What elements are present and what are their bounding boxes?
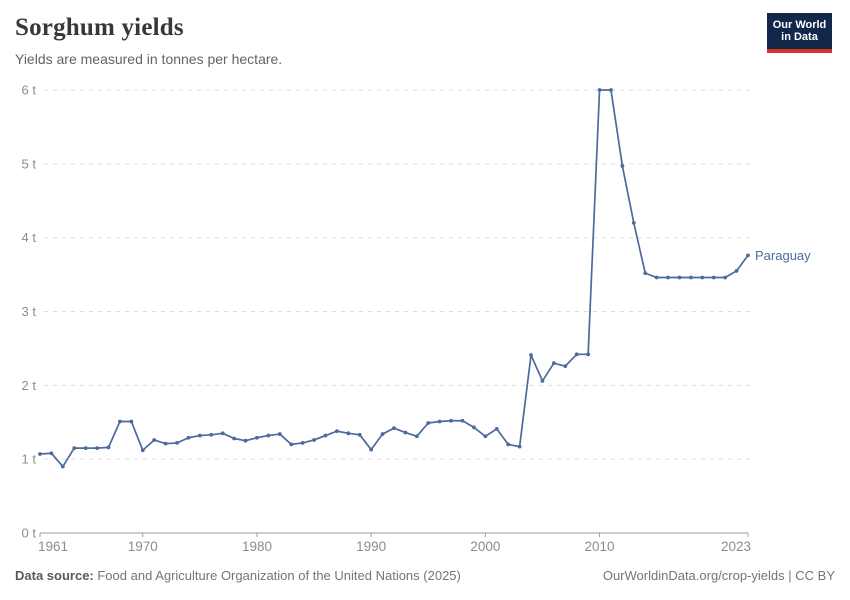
data-point xyxy=(666,275,670,280)
owid-logo-line1: Our World xyxy=(772,18,827,31)
data-point xyxy=(711,275,716,280)
data-point xyxy=(220,431,225,436)
entity-label[interactable]: Paraguay xyxy=(755,248,811,263)
page-title: Sorghum yields xyxy=(15,14,184,41)
data-point xyxy=(586,352,591,357)
data-point xyxy=(654,275,659,280)
data-point xyxy=(163,441,168,446)
data-point xyxy=(357,432,362,437)
x-axis-tick-label: 1990 xyxy=(356,539,386,554)
data-point xyxy=(506,442,511,447)
data-point xyxy=(449,418,453,423)
data-source-label: Data source: xyxy=(15,568,94,583)
x-axis-tick-label: 1970 xyxy=(128,539,158,554)
data-point xyxy=(494,426,499,431)
data-point xyxy=(346,431,351,436)
x-axis-tick-label: 2010 xyxy=(585,539,615,554)
data-point xyxy=(255,435,259,440)
data-point xyxy=(243,438,248,443)
data-point xyxy=(300,441,305,445)
x-axis-tick-label: 2023 xyxy=(721,539,751,554)
y-axis-tick-label: 6 t xyxy=(22,83,37,98)
y-axis-tick-label: 1 t xyxy=(22,452,37,467)
y-axis-tick-label: 3 t xyxy=(22,304,37,319)
data-point xyxy=(369,447,374,452)
data-point xyxy=(323,433,328,438)
data-point xyxy=(483,434,488,439)
data-point xyxy=(551,361,556,366)
x-axis-tick-label: 2000 xyxy=(470,539,500,554)
data-point xyxy=(118,419,122,424)
data-point xyxy=(437,419,442,424)
x-axis-tick-label: 1980 xyxy=(242,539,272,554)
data-point xyxy=(574,352,579,357)
data-point xyxy=(460,418,465,423)
data-point xyxy=(414,434,419,439)
data-point xyxy=(540,379,545,383)
owid-logo[interactable]: Our World in Data xyxy=(767,13,832,53)
series-line xyxy=(39,89,749,468)
credit-link[interactable]: OurWorldinData.org/crop-yields | CC BY xyxy=(602,568,835,583)
data-point xyxy=(277,432,282,436)
data-point xyxy=(72,446,77,450)
data-point xyxy=(289,442,294,447)
data-point xyxy=(380,432,385,436)
data-point xyxy=(677,275,682,280)
data-point xyxy=(723,275,728,280)
data-point xyxy=(392,426,396,431)
data-point xyxy=(734,268,739,273)
data-point xyxy=(83,446,88,450)
data-source-note: Data source: Food and Agriculture Organi… xyxy=(15,568,461,583)
data-point xyxy=(689,275,693,280)
data-point xyxy=(95,446,99,450)
data-point xyxy=(140,448,145,453)
data-point xyxy=(38,452,42,456)
data-point xyxy=(175,441,179,445)
data-point xyxy=(700,275,705,280)
data-point xyxy=(609,88,613,92)
data-point xyxy=(232,436,237,441)
data-point xyxy=(60,464,65,469)
data-point xyxy=(746,253,750,258)
data-point xyxy=(563,364,568,369)
data-point xyxy=(643,271,648,276)
y-axis-tick-label: 4 t xyxy=(22,230,37,245)
data-point xyxy=(335,429,339,434)
data-point xyxy=(106,445,111,450)
data-point xyxy=(597,88,602,92)
series-paraguay[interactable] xyxy=(38,88,750,469)
data-point xyxy=(266,433,271,438)
data-source-text: Food and Agriculture Organization of the… xyxy=(93,568,461,583)
y-axis-tick-label: 2 t xyxy=(22,378,37,393)
owid-logo-line2: in Data xyxy=(781,31,818,43)
data-point xyxy=(209,432,214,437)
data-point xyxy=(631,221,636,225)
x-axis-tick-label: 1961 xyxy=(38,539,68,554)
data-point xyxy=(403,430,408,435)
data-point xyxy=(517,444,522,449)
page-subtitle: Yields are measured in tonnes per hectar… xyxy=(15,51,283,67)
chart-footer: Data source: Food and Agriculture Organi… xyxy=(0,568,850,583)
data-point xyxy=(129,419,134,424)
data-point xyxy=(49,451,54,456)
data-point xyxy=(529,353,533,357)
data-point xyxy=(620,164,625,168)
data-point xyxy=(312,438,316,442)
y-axis-tick-label: 0 t xyxy=(22,526,37,541)
data-point xyxy=(197,433,202,438)
data-point xyxy=(152,438,157,442)
data-point xyxy=(186,435,191,440)
data-point xyxy=(426,421,431,425)
y-axis-tick-label: 5 t xyxy=(22,156,37,171)
data-point xyxy=(472,425,476,430)
